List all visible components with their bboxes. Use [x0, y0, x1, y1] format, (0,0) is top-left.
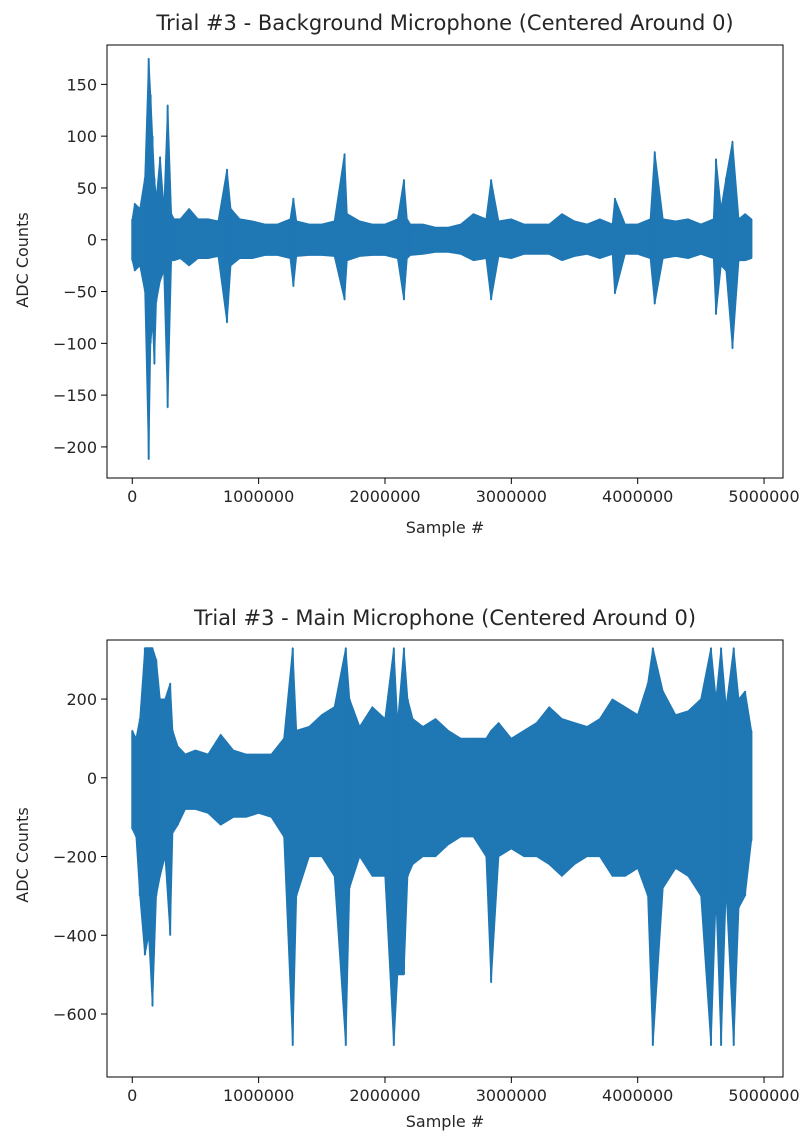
signal-series-0	[131, 647, 752, 1047]
x-axis-label: Sample #	[406, 518, 484, 537]
y-axis-label: ADC Counts	[13, 807, 32, 902]
y-axis-label: ADC Counts	[13, 212, 32, 307]
x-axis-label: Sample #	[406, 1112, 484, 1131]
plot-area	[131, 647, 753, 1047]
y-tick-label: 200	[66, 690, 97, 709]
x-tick-label: 2000000	[349, 487, 420, 506]
plot-area	[131, 57, 753, 460]
axes-frame	[106, 44, 784, 479]
chart-title: Trial #3 - Main Microphone (Centered Aro…	[193, 606, 696, 630]
x-tick-label: 1000000	[223, 487, 294, 506]
y-tick-label: −150	[53, 386, 97, 405]
y-tick-label: −400	[53, 926, 97, 945]
x-tick-label: 4000000	[602, 1086, 673, 1105]
x-tick-label: 4000000	[602, 487, 673, 506]
y-tick-label: 0	[87, 769, 97, 788]
y-axis: 150 100 50 0 −50 −100 −150 −200	[53, 75, 107, 457]
x-tick-label: 0	[127, 487, 137, 506]
axes-frame	[106, 639, 784, 1078]
x-axis: 0 1000000 2000000 3000000 4000000 5000000	[127, 1077, 800, 1105]
y-tick-label: −200	[53, 438, 97, 457]
y-tick-label: 150	[66, 75, 97, 94]
x-tick-label: 1000000	[223, 1086, 294, 1105]
y-tick-label: −600	[53, 1005, 97, 1024]
y-tick-label: 50	[77, 179, 97, 198]
x-axis: 0 1000000 2000000 3000000 4000000 5000000	[127, 478, 800, 506]
signal-series-0	[131, 57, 752, 460]
x-tick-label: 2000000	[349, 1086, 420, 1105]
y-tick-label: 100	[66, 127, 97, 146]
y-tick-label: −50	[63, 283, 97, 302]
chart-background-microphone: Trial #3 - Background Microphone (Center…	[13, 11, 800, 537]
x-tick-label: 5000000	[728, 487, 799, 506]
x-tick-label: 3000000	[476, 487, 547, 506]
x-tick-label: 5000000	[728, 1086, 799, 1105]
chart-title: Trial #3 - Background Microphone (Center…	[155, 11, 733, 35]
y-tick-label: 0	[87, 231, 97, 250]
y-axis: 200 0 −200 −400 −600	[53, 690, 107, 1024]
x-tick-label: 0	[127, 1086, 137, 1105]
chart-main-microphone: Trial #3 - Main Microphone (Centered Aro…	[13, 606, 800, 1131]
y-tick-label: −100	[53, 334, 97, 353]
x-tick-label: 3000000	[476, 1086, 547, 1105]
y-tick-label: −200	[53, 848, 97, 867]
